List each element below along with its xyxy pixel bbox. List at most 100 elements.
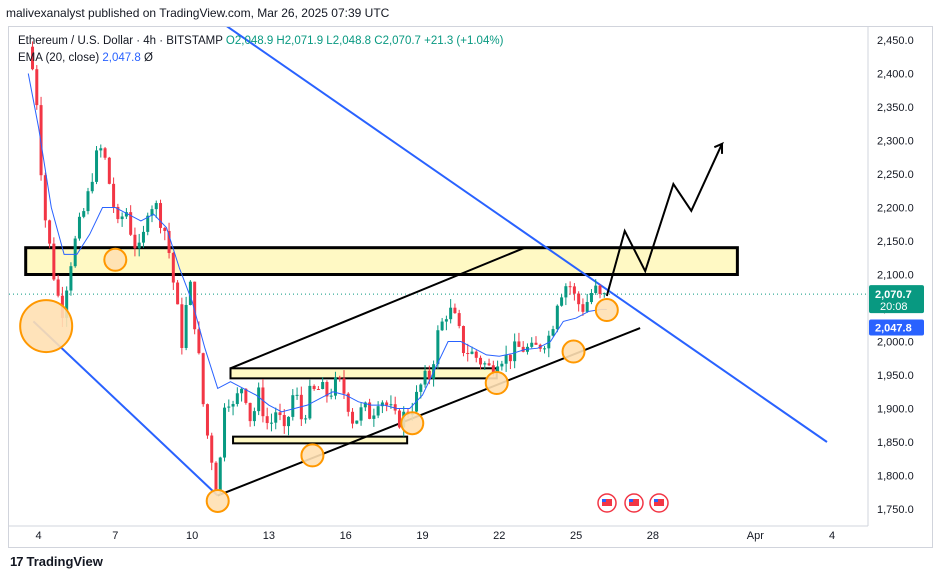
- candle-body: [112, 183, 116, 207]
- candle-body: [235, 393, 239, 405]
- candle-body: [146, 215, 150, 232]
- highlight-point: [205, 488, 230, 513]
- candle-body: [504, 354, 508, 364]
- chart-frame[interactable]: [8, 26, 933, 548]
- candle-body: [329, 395, 333, 397]
- candle-body: [129, 212, 133, 235]
- time-tick-label: Apr: [747, 530, 764, 542]
- price-tick-label: 2,450.0: [877, 35, 914, 47]
- candle-body: [69, 266, 73, 291]
- candle-body: [278, 412, 282, 416]
- candle-body: [116, 206, 120, 220]
- candle-body: [48, 220, 52, 244]
- candle-body: [598, 285, 602, 295]
- candle-body: [295, 394, 299, 396]
- candle-body: [188, 281, 192, 305]
- event-flag-icon: [624, 493, 644, 513]
- candle-body: [372, 415, 376, 419]
- candle-body: [244, 388, 248, 403]
- candle-body: [205, 404, 209, 436]
- candle-body: [333, 377, 337, 396]
- candle-body: [543, 348, 547, 350]
- candle-body: [496, 366, 500, 373]
- candle-body: [338, 377, 342, 379]
- candle-body: [487, 363, 491, 366]
- candle-body: [56, 279, 60, 296]
- event-flag-icon: [649, 493, 669, 513]
- candle-body: [555, 305, 559, 330]
- candle-body: [363, 402, 367, 408]
- candle-body: [427, 370, 431, 379]
- price-tick-label: 1,900.0: [877, 404, 914, 416]
- ema-label: EMA (20, close): [18, 52, 100, 64]
- highlight-point: [300, 443, 325, 468]
- candle-body: [551, 329, 555, 336]
- time-tick-label: 22: [493, 530, 505, 542]
- candle-body: [316, 388, 320, 390]
- candle-body: [184, 304, 188, 348]
- candle-body: [167, 230, 171, 253]
- candle-body: [500, 363, 504, 367]
- candle-body: [534, 342, 538, 345]
- candle-body: [564, 286, 568, 298]
- candle-body: [380, 402, 384, 407]
- candle-body: [517, 341, 521, 347]
- time-tick-label: 13: [263, 530, 275, 542]
- candle-body: [159, 203, 163, 228]
- candle-body: [453, 307, 457, 314]
- time-tick-label: 4: [829, 530, 835, 542]
- candle-body: [346, 393, 350, 412]
- candle-body: [589, 292, 593, 303]
- symbol-legend[interactable]: Ethereum / U.S. Dollar · 4h · BITSTAMP O…: [18, 35, 503, 47]
- candle-body: [176, 282, 180, 305]
- highlight-point: [561, 339, 586, 364]
- candle-body: [572, 286, 576, 294]
- candle-body: [474, 351, 478, 358]
- time-tick-label: 28: [647, 530, 659, 542]
- publisher-line: malivexanalyst published on TradingView.…: [6, 6, 390, 20]
- candle-body: [73, 238, 77, 267]
- candle-body: [137, 242, 141, 249]
- candle-body: [154, 203, 158, 210]
- highlight-point: [103, 247, 128, 272]
- projection-layer: [605, 141, 725, 297]
- ema-legend[interactable]: EMA (20, close) 2,047.8 Ø: [18, 52, 153, 64]
- time-tick-label: 7: [112, 530, 118, 542]
- candle-body: [560, 297, 564, 306]
- candle-body: [218, 457, 222, 492]
- candle-body: [461, 326, 465, 354]
- candle-body: [223, 407, 227, 458]
- candle-body: [201, 353, 205, 405]
- candle-body: [65, 290, 69, 318]
- price-tick-label: 2,100.0: [877, 270, 914, 282]
- price-tick-label: 2,300.0: [877, 136, 914, 148]
- ema-line: [27, 73, 607, 413]
- price-tick-label: 1,800.0: [877, 471, 914, 483]
- time-axis: 4 7 10 13 16 19 22 25 28 Apr 4: [9, 525, 868, 542]
- highlight-point: [400, 411, 425, 436]
- candle-body: [457, 313, 461, 327]
- price-tick-label: 1,750.0: [877, 504, 914, 516]
- time-tick-label: 19: [416, 530, 428, 542]
- candle-body: [440, 321, 444, 331]
- candle-body: [423, 370, 427, 385]
- candle-body: [197, 329, 201, 354]
- resistance-zone: [24, 246, 739, 276]
- candle-body: [287, 416, 291, 427]
- candle-body: [133, 234, 137, 249]
- highlight-point: [19, 299, 74, 354]
- event-icons: [597, 493, 669, 513]
- candle-body: [602, 293, 606, 295]
- candle-body: [240, 388, 244, 394]
- candle-body: [257, 387, 261, 412]
- candle-body: [291, 395, 295, 417]
- candle-body: [385, 402, 389, 406]
- candle-body: [483, 363, 487, 365]
- candle-body: [308, 385, 312, 419]
- candle-body: [521, 346, 525, 352]
- tradingview-footer[interactable]: 17 TradingView: [10, 554, 103, 569]
- candle-body: [397, 410, 401, 428]
- candle-body: [359, 407, 363, 421]
- time-tick-label: 10: [186, 530, 198, 542]
